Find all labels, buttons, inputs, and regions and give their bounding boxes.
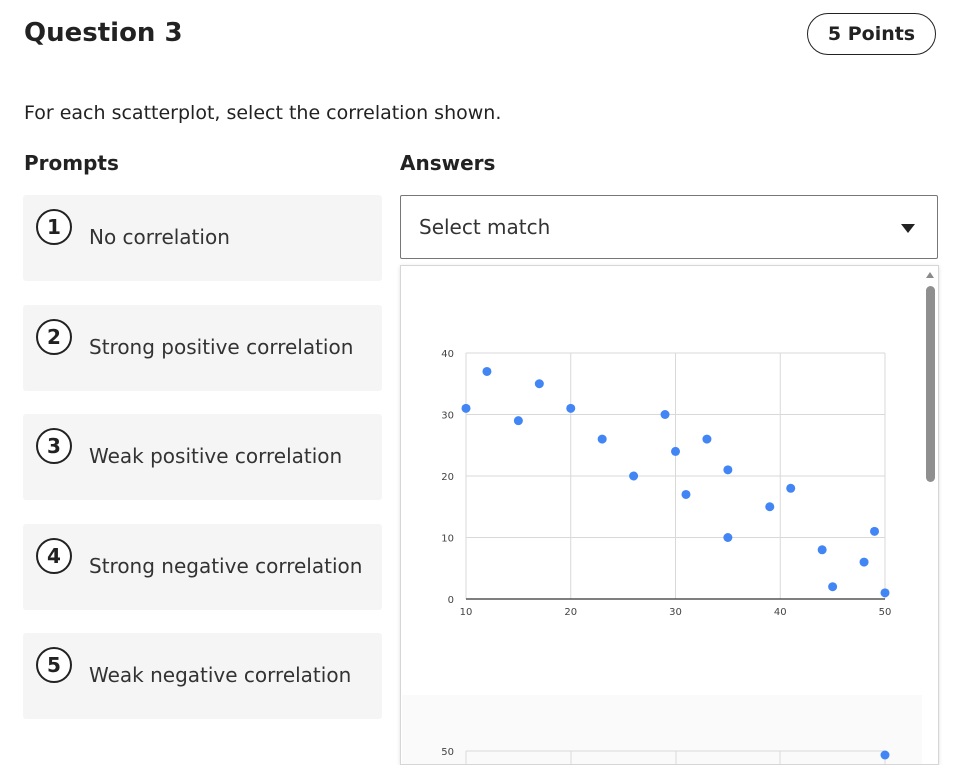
y-tick-label: 40 xyxy=(441,349,454,360)
answer-select-value: Select match xyxy=(419,215,551,239)
scatter-point xyxy=(702,434,712,444)
answer-option-scatterplot-2[interactable]: 50 xyxy=(402,695,923,764)
scatter-point xyxy=(513,416,523,426)
scatter-point xyxy=(828,582,838,592)
answer-option-scatterplot-1[interactable]: 10 20 30 40 50 0 10 20 30 40 xyxy=(402,267,923,694)
x-tick-label: 30 xyxy=(669,607,682,618)
scatter-point xyxy=(566,403,576,413)
x-tick-label: 10 xyxy=(460,607,473,618)
dropdown-scrollbar[interactable] xyxy=(922,266,938,764)
scatter-point xyxy=(880,588,890,598)
question-title: Question 3 xyxy=(24,18,183,48)
prompt-label: Strong positive correlation xyxy=(89,335,354,359)
scatterplot-chart-1: 10 20 30 40 50 0 10 20 30 40 xyxy=(441,349,892,618)
prompt-number-badge: 5 xyxy=(36,647,72,683)
scatter-point xyxy=(461,403,471,413)
scatter-point xyxy=(786,483,796,493)
scroll-thumb[interactable] xyxy=(926,286,935,482)
x-tick-label: 20 xyxy=(564,607,577,618)
caret-down-icon xyxy=(901,224,915,233)
prompt-card: 3 Weak positive correlation xyxy=(23,414,382,500)
option-list: 10 20 30 40 50 0 10 20 30 40 50 xyxy=(402,267,923,764)
y-tick-label: 20 xyxy=(441,472,454,483)
prompt-number-badge: 2 xyxy=(36,319,72,355)
scatter-point xyxy=(859,557,869,567)
question-instructions: For each scatterplot, select the correla… xyxy=(24,102,502,124)
prompt-label: Weak negative correlation xyxy=(89,663,352,687)
y-tick-label: 0 xyxy=(448,595,454,606)
prompts-heading: Prompts xyxy=(24,151,119,175)
scroll-up-arrow-icon[interactable] xyxy=(926,272,934,278)
scatter-point xyxy=(597,434,607,444)
points-badge: 5 Points xyxy=(807,13,936,55)
y-tick-label: 50 xyxy=(441,747,454,758)
y-tick-label: 30 xyxy=(441,411,454,422)
x-tick-label: 50 xyxy=(879,607,892,618)
scatter-point xyxy=(629,471,639,481)
scatter-point xyxy=(482,366,492,376)
prompt-number-badge: 3 xyxy=(36,428,72,464)
scatter-point xyxy=(660,410,670,419)
scatter-point xyxy=(880,750,890,760)
prompt-card: 5 Weak negative correlation xyxy=(23,633,382,719)
prompt-number-badge: 4 xyxy=(36,538,72,574)
answer-dropdown-list[interactable]: 10 20 30 40 50 0 10 20 30 40 50 xyxy=(400,265,939,765)
scatter-point xyxy=(723,533,733,542)
prompt-number-badge: 1 xyxy=(36,209,72,245)
scatter-point xyxy=(671,446,680,456)
prompt-label: Strong negative correlation xyxy=(89,554,363,578)
scatter-point xyxy=(765,502,775,512)
prompt-label: Weak positive correlation xyxy=(89,444,343,468)
answer-select[interactable]: Select match xyxy=(400,195,938,259)
scatter-point xyxy=(723,465,733,475)
prompt-card: 2 Strong positive correlation xyxy=(23,305,382,391)
prompt-card: 1 No correlation xyxy=(23,195,382,281)
x-tick-label: 40 xyxy=(774,607,787,618)
scatterplot-chart-2: 50 xyxy=(441,747,890,764)
prompt-label: No correlation xyxy=(89,225,230,249)
scatter-point xyxy=(870,526,880,536)
prompt-card: 4 Strong negative correlation xyxy=(23,524,382,610)
y-tick-label: 10 xyxy=(441,534,454,545)
scatter-point xyxy=(681,489,691,499)
scatter-point xyxy=(817,545,827,555)
answers-heading: Answers xyxy=(400,151,496,175)
scatter-point xyxy=(534,379,544,389)
